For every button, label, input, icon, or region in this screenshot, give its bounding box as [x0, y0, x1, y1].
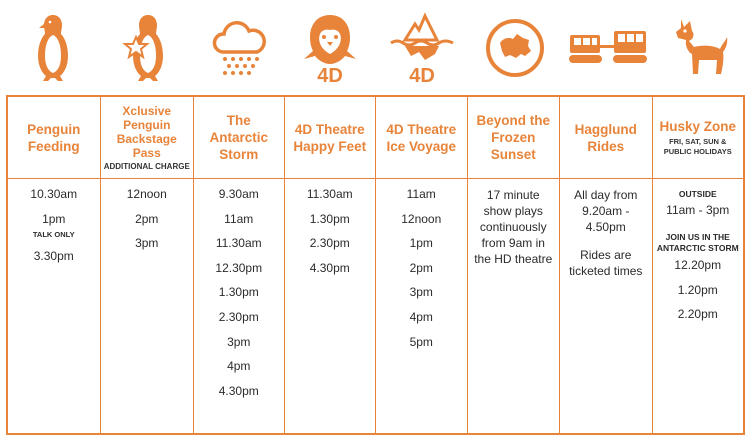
time-entry: 4.30pm: [218, 383, 259, 398]
time-entry: 11am: [406, 187, 436, 201]
join-label: JOIN US IN THE ANTARCTIC STORM: [656, 232, 739, 253]
time-entry: 12.20pm: [674, 258, 722, 272]
column-body: 11.30am 1.30pm 2.30pm 4.30pm: [285, 179, 376, 285]
column-antarctic-storm: The Antarctic Storm 9.30am 11am 11.30am …: [193, 97, 285, 433]
antarctica-globe-icon: [468, 0, 561, 95]
column-title: The Antarctic Storm: [209, 113, 268, 162]
column-title: Penguin Feeding: [27, 121, 81, 154]
column-title: Husky Zone: [659, 119, 737, 134]
time-entry: 4pm: [409, 309, 433, 324]
time-entry: 1pm: [409, 236, 433, 251]
icon-row: 4D 4D: [6, 0, 747, 95]
time-entry: 11.30am: [306, 187, 353, 201]
time-entry: 3pm: [227, 334, 251, 349]
time-note: TALK ONLY: [32, 230, 75, 240]
svg-text:4D: 4D: [409, 65, 435, 84]
column-title: 4D Theatre Ice Voyage: [386, 121, 457, 154]
column-title: Xclusive Penguin Backstage Pass: [116, 103, 177, 160]
column-4d-happy-feet: 4D Theatre Happy Feet 11.30am 1.30pm 2.3…: [284, 97, 376, 433]
column-body: 11am 12noon 1pm 2pm 3pm 4pm 5pm: [376, 179, 467, 359]
husky-dog-icon: [654, 0, 747, 95]
column-subtitle: ADDITIONAL CHARGE: [103, 161, 190, 171]
column-header: Xclusive Penguin Backstage Pass ADDITION…: [100, 97, 193, 179]
time-entry: 2.30pm: [218, 309, 259, 324]
column-body: 12noon 2pm 3pm: [101, 179, 193, 261]
hagglund-vehicle-icon: [561, 0, 654, 95]
column-body: 17 minute show plays continuously from 9…: [468, 179, 560, 267]
time-entry: 5pm: [409, 334, 433, 349]
time-entry: 3pm: [135, 236, 159, 251]
time-entry: 2.20pm: [677, 307, 718, 322]
time-entry: 3pm: [409, 285, 433, 300]
time-entry: 12.30pm: [215, 260, 263, 275]
column-header: The Antarctic Storm: [193, 97, 284, 179]
time-entry: 9.30am: [218, 187, 259, 201]
column-header: Beyond the Frozen Sunset: [467, 97, 559, 179]
time-entry: 10.30am: [30, 187, 78, 201]
ride-note: Rides are ticketed times: [569, 248, 643, 278]
column-frozen-sunset: Beyond the Frozen Sunset 17 minute show …: [467, 97, 560, 433]
outside-time: 11am - 3pm: [666, 203, 730, 217]
show-description: 17 minute show plays continuously from 9…: [474, 188, 553, 266]
column-body: All day from 9.20am - 4.50pm Rides are t…: [560, 179, 652, 279]
schedule-table: Penguin Feeding 10.30am 1pm TALK ONLY 3.…: [6, 95, 745, 435]
column-header: 4D Theatre Ice Voyage: [376, 97, 467, 179]
penguin-icon: [6, 0, 99, 95]
column-header: Hagglund Rides: [560, 97, 652, 179]
column-header: Penguin Feeding: [8, 97, 100, 179]
star-penguin-icon: [99, 0, 193, 95]
column-penguin-feeding: Penguin Feeding 10.30am 1pm TALK ONLY 3.…: [8, 97, 101, 433]
ride-hours: All day from 9.20am - 4.50pm: [574, 188, 638, 234]
4d-penguin-icon: 4D: [284, 0, 376, 95]
time-entry: 2.30pm: [309, 236, 350, 251]
column-body: OUTSIDE 11am - 3pm JOIN US IN THE ANTARC…: [653, 179, 744, 332]
column-hagglund-rides: Hagglund Rides All day from 9.20am - 4.5…: [560, 97, 653, 433]
column-body: 9.30am 11am 11.30am 12.30pm 1.30pm 2.30p…: [194, 179, 284, 408]
time-entry: 4pm: [227, 359, 251, 374]
column-4d-ice-voyage: 4D Theatre Ice Voyage 11am 12noon 1pm 2p…: [376, 97, 468, 433]
4d-iceberg-icon: 4D: [376, 0, 468, 95]
column-backstage-pass: Xclusive Penguin Backstage Pass ADDITION…: [100, 97, 194, 433]
time-entry: 1.30pm: [218, 285, 259, 300]
storm-cloud-icon: [193, 0, 284, 95]
time-entry: 1pm: [42, 211, 66, 226]
time-entry: 1.30pm: [309, 211, 350, 226]
column-title: 4D Theatre Happy Feet: [293, 121, 367, 154]
time-entry: 3.30pm: [33, 249, 74, 264]
time-entry: 12noon: [401, 211, 442, 226]
time-entry: 11am: [224, 211, 254, 226]
column-husky-zone: Husky Zone FRI, SAT, SUN & PUBLIC HOLIDA…: [652, 97, 744, 433]
time-entry: 2pm: [135, 211, 159, 226]
time-entry: 11.30am: [215, 236, 262, 251]
time-entry: 1.20pm: [677, 282, 718, 297]
column-header: 4D Theatre Happy Feet: [284, 97, 375, 179]
column-header: Husky Zone FRI, SAT, SUN & PUBLIC HOLIDA…: [652, 97, 743, 179]
column-body: 10.30am 1pm TALK ONLY 3.30pm: [8, 179, 100, 274]
column-title: Beyond the Frozen Sunset: [476, 113, 550, 162]
svg-text:4D: 4D: [317, 65, 343, 84]
outside-label: OUTSIDE: [678, 189, 717, 199]
time-entry: 2pm: [409, 260, 433, 275]
column-title: Hagglund Rides: [574, 121, 637, 154]
time-entry: 12noon: [126, 187, 167, 201]
time-entry: 4.30pm: [309, 260, 350, 275]
column-subtitle: FRI, SAT, SUN & PUBLIC HOLIDAYS: [663, 137, 732, 156]
